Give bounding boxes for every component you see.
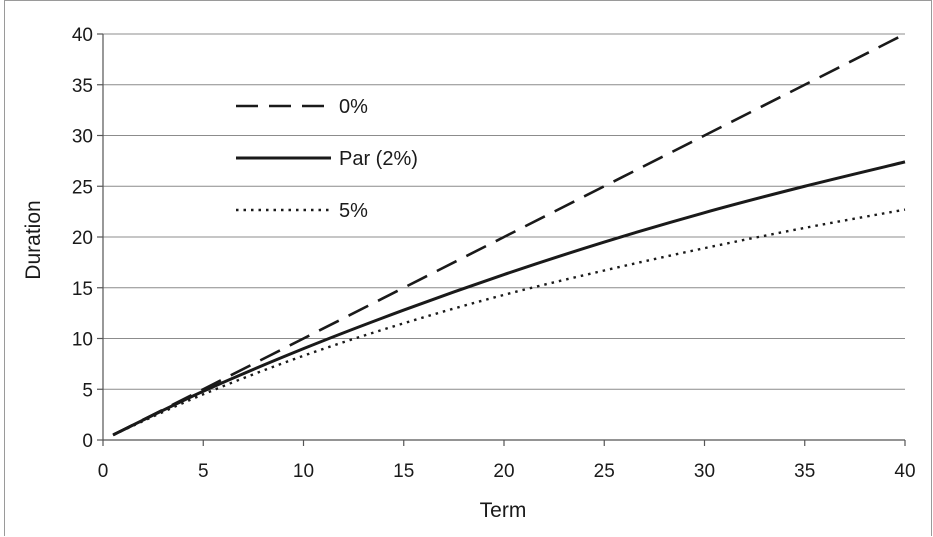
series-line-1	[112, 32, 906, 437]
series-line-3	[112, 208, 906, 437]
y-tick-label: 10	[72, 330, 93, 351]
legend-label-1: 0%	[339, 96, 368, 118]
axes	[97, 33, 906, 446]
y-tick-label: 25	[72, 177, 93, 198]
series-lines	[112, 32, 906, 437]
x-tick-label: 10	[293, 461, 314, 482]
x-tick-label: 25	[594, 461, 615, 482]
y-tick-label: 20	[72, 228, 93, 249]
y-tick-label: 40	[72, 25, 93, 46]
legend-label-3: 5%	[339, 200, 368, 222]
chart-frame	[4, 0, 932, 536]
x-tick-label: 20	[493, 461, 514, 482]
y-tick-label: 5	[82, 380, 93, 401]
y-tick-labels: 0 5 10 15 20 25 30 35 40	[72, 25, 93, 452]
y-tick-label: 0	[82, 431, 93, 452]
series-line-2	[112, 160, 906, 437]
x-tick-label: 0	[98, 461, 109, 482]
x-tick-labels: 0 5 10 15 20 25 30 35 40	[98, 461, 916, 482]
y-tick-label: 30	[72, 127, 93, 148]
x-tick-label: 15	[393, 461, 414, 482]
y-tick-label: 15	[72, 279, 93, 300]
y-tick-label: 35	[72, 76, 93, 97]
gridlines	[103, 33, 905, 390]
x-tick-label: 5	[198, 461, 209, 482]
x-tick-label: 40	[894, 461, 915, 482]
x-tick-label: 35	[794, 461, 815, 482]
y-axis-title: Duration	[22, 200, 45, 279]
legend-label-2: Par (2%)	[339, 148, 418, 170]
x-tick-label: 30	[694, 461, 715, 482]
legend: 0% Par (2%) 5%	[236, 96, 418, 222]
x-axis-title: Term	[480, 499, 527, 522]
